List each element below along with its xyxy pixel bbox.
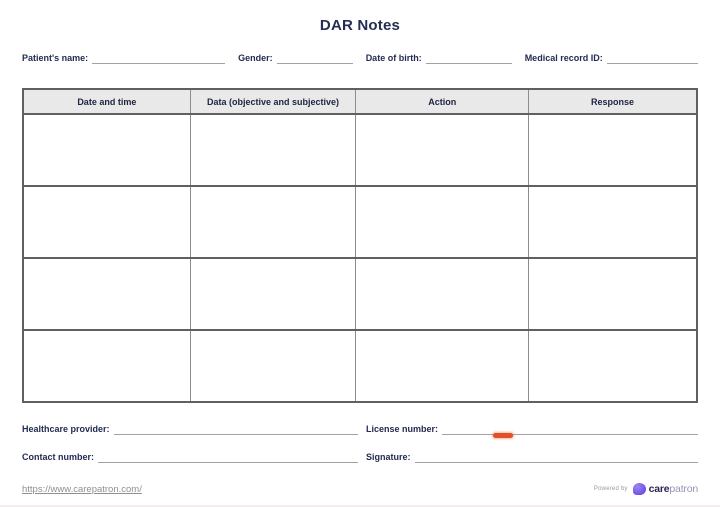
table-cell-date-time[interactable] [23,329,191,402]
carepatron-wordmark: carepatron [648,483,699,495]
patient-name-label: Patient's name: [22,53,89,63]
gender-field-group: Gender: [238,53,353,64]
gender-input-line[interactable] [276,53,353,64]
gender-label: Gender: [238,53,273,63]
dar-notes-table: Date and time Data (objective and subjec… [22,88,698,403]
table-cell-data[interactable] [189,185,356,258]
table-cell-date-time[interactable] [23,185,191,258]
powered-by-label: Powered by [593,486,628,492]
col-header-date-and-time: Date and time [23,89,191,115]
table-cell-data[interactable] [189,329,356,402]
patient-name-field-group: Patient's name: [22,53,226,64]
healthcare-provider-input-line[interactable] [113,424,358,435]
signature-input-line[interactable] [414,452,698,463]
brand-care-text: care [648,483,670,495]
page-title: DAR Notes [319,17,401,34]
table-header-row: Date and time Data (objective and subjec… [23,89,697,115]
orange-redaction-mark [493,433,513,438]
patient-name-input-line[interactable] [92,53,226,64]
col-header-action: Action [355,89,529,115]
table-cell-action[interactable] [355,329,529,402]
date-of-birth-field-group: Date of birth: [366,53,512,64]
table-row [23,257,697,330]
contact-number-label: Contact number: [22,452,94,462]
contact-number-input-line[interactable] [98,452,358,463]
signature-label: Signature: [366,452,411,462]
table-row [23,185,697,258]
provider-signature-section: Healthcare provider: License number: Con… [22,424,698,463]
carepatron-brand: Powered by carepatron [594,483,698,495]
brand-patron-text: patron [669,483,698,495]
table-cell-date-time[interactable] [23,257,191,330]
patient-info-row: Patient's name: Gender: Date of birth: M… [22,53,698,64]
date-of-birth-label: Date of birth: [365,53,422,63]
table-row [23,329,697,402]
col-header-response: Response [527,89,697,115]
table-row [23,114,697,186]
healthcare-provider-label: Healthcare provider: [22,424,110,434]
license-number-input-line[interactable] [442,424,698,435]
carepatron-url-link[interactable]: https://www.carepatron.com/ [22,483,142,495]
table-cell-response[interactable] [527,114,697,186]
license-number-field-group: License number: [366,424,698,435]
table-cell-response[interactable] [527,257,697,330]
healthcare-provider-field-group: Healthcare provider: [22,424,358,435]
medical-record-id-field-group: Medical record ID: [525,53,698,64]
medical-record-id-label: Medical record ID: [524,53,603,63]
contact-number-field-group: Contact number: [22,452,358,463]
table-cell-data[interactable] [189,114,356,186]
date-of-birth-input-line[interactable] [425,53,512,64]
signature-field-group: Signature: [366,452,698,463]
table-cell-response[interactable] [527,329,697,402]
table-cell-action[interactable] [355,257,529,330]
carepatron-logo-icon [632,483,646,495]
medical-record-id-input-line[interactable] [606,53,698,64]
col-header-data: Data (objective and subjective) [189,89,356,115]
license-number-label: License number: [366,424,439,434]
page-footer: https://www.carepatron.com/ Powered by c… [22,483,698,495]
table-cell-response[interactable] [527,185,697,258]
table-cell-action[interactable] [355,114,529,186]
table-cell-data[interactable] [189,257,356,330]
table-cell-date-time[interactable] [23,114,191,186]
table-cell-action[interactable] [355,185,529,258]
